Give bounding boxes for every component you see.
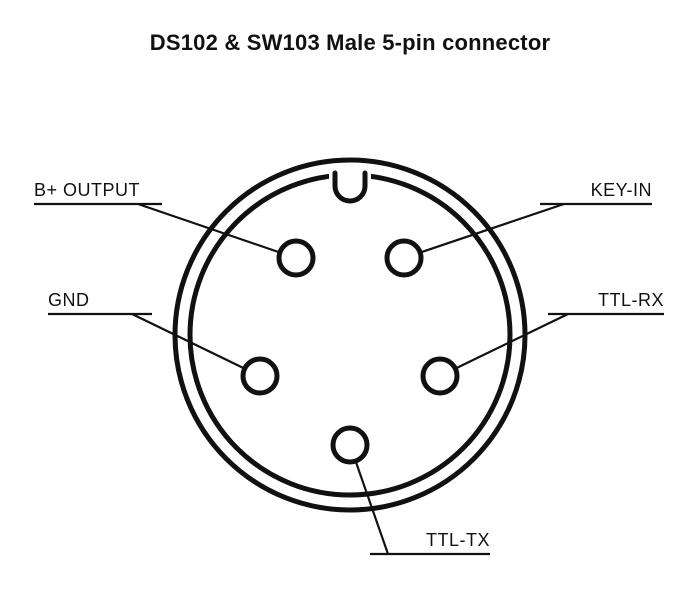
pin-gnd — [243, 359, 277, 393]
pin-label-b_plus_output: B+ OUTPUT — [34, 180, 140, 200]
pin-ttl_tx — [333, 428, 367, 462]
pin-b_plus_output — [279, 241, 313, 275]
pin-key_in — [387, 241, 421, 275]
leader-key_in — [420, 204, 564, 253]
leader-b_plus_output — [138, 204, 280, 253]
pin-ttl_rx — [423, 359, 457, 393]
pin-label-ttl_rx: TTL-RX — [598, 290, 664, 310]
connector-diagram: B+ OUTPUT KEY-IN GND TTL-RX TTL-TX — [0, 0, 700, 598]
pin-label-key_in: KEY-IN — [591, 180, 652, 200]
pin-label-ttl_tx: TTL-TX — [426, 530, 490, 550]
pin-label-gnd: GND — [48, 290, 90, 310]
